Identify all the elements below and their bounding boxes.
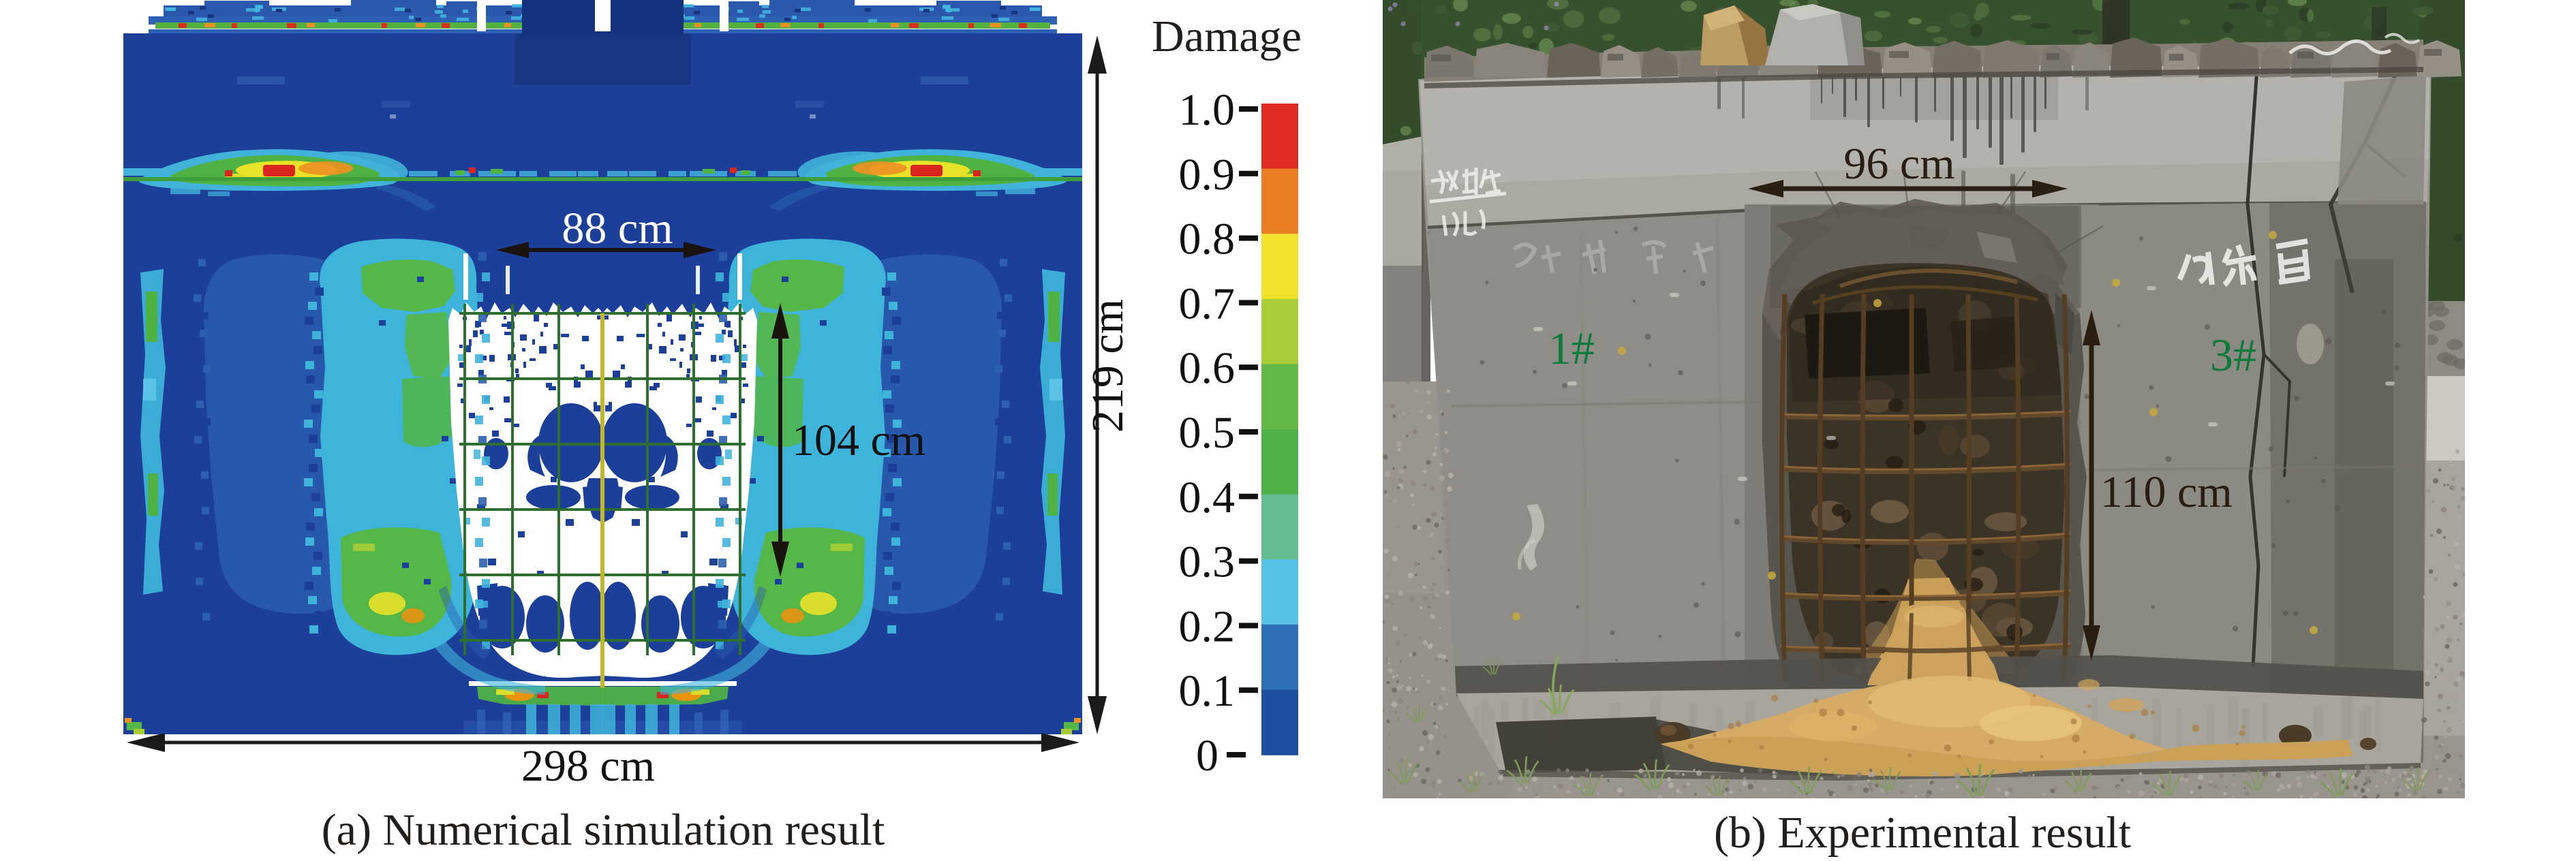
svg-text:0: 0	[1196, 731, 1218, 781]
svg-text:1#: 1#	[1548, 322, 1595, 374]
svg-text:0.3: 0.3	[1179, 537, 1236, 587]
svg-text:0.2: 0.2	[1179, 601, 1236, 651]
svg-text:96 cm: 96 cm	[1843, 139, 1954, 189]
svg-text:0.5: 0.5	[1179, 408, 1236, 458]
svg-text:Damage: Damage	[1152, 12, 1302, 61]
svg-text:0.6: 0.6	[1179, 343, 1236, 393]
svg-text:0.8: 0.8	[1179, 215, 1236, 264]
svg-text:0.1: 0.1	[1179, 666, 1236, 716]
svg-text:0.9: 0.9	[1179, 150, 1236, 200]
svg-text:298 cm: 298 cm	[521, 741, 655, 791]
svg-text:0.7: 0.7	[1179, 279, 1236, 328]
svg-text:(b) Experimental result: (b) Experimental result	[1714, 808, 2131, 858]
svg-text:0.4: 0.4	[1179, 473, 1236, 522]
svg-text:219 cm: 219 cm	[1083, 299, 1133, 433]
svg-text:104 cm: 104 cm	[792, 416, 925, 465]
svg-text:88 cm: 88 cm	[562, 204, 673, 253]
svg-text:3#: 3#	[2210, 329, 2256, 381]
svg-text:1.0: 1.0	[1179, 85, 1236, 135]
svg-text:110 cm: 110 cm	[2100, 467, 2233, 517]
svg-text:(a) Numerical simulation resul: (a) Numerical simulation result	[322, 805, 885, 855]
